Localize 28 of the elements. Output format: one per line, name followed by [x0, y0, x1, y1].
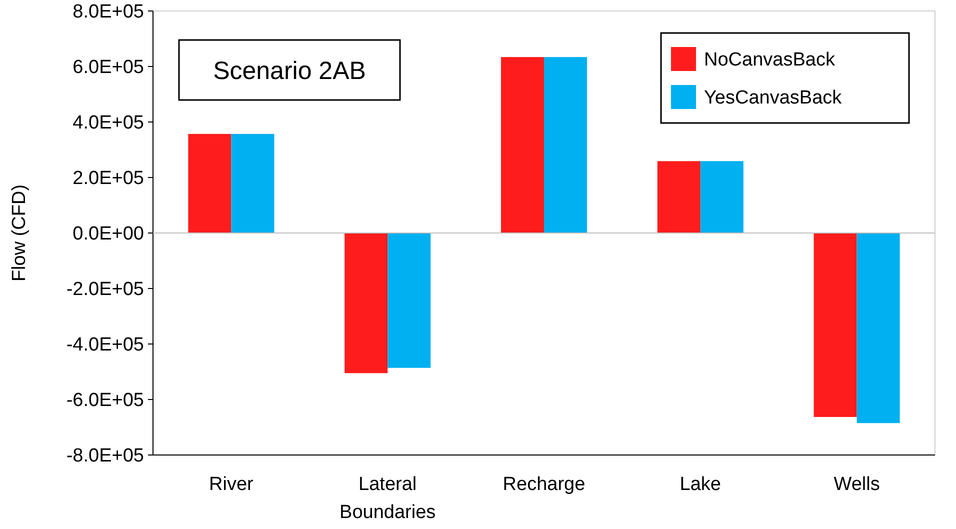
y-tick-label: -2.0E+05 — [66, 279, 144, 300]
y-tick-label: -6.0E+05 — [66, 390, 144, 412]
y-tick-label: -4.0E+05 — [66, 334, 144, 356]
x-tick-label: Recharge — [502, 474, 586, 495]
y-tick-label: 0.0E+00 — [72, 224, 144, 245]
bar — [814, 233, 857, 417]
bar — [856, 233, 900, 424]
bar — [188, 134, 232, 233]
bar — [344, 233, 388, 374]
y-tick-label: 8.0E+05 — [72, 2, 144, 23]
y-tick-label: 6.0E+05 — [72, 57, 144, 78]
legend-label: YesCanvasBack — [704, 88, 842, 109]
y-axis-title: Flow (CFD) — [9, 184, 30, 282]
bar — [544, 57, 588, 233]
text: Scenario 2AB — [213, 56, 366, 85]
bar — [500, 57, 544, 233]
x-tick-label: Lateral Boundaries — [340, 474, 436, 523]
bar — [388, 233, 431, 368]
x-tick-label: Wells — [834, 474, 880, 495]
y-tick-label: 4.0E+05 — [72, 112, 144, 134]
y-tick-label: -8.0E+05 — [66, 446, 144, 467]
x-tick-label: River — [209, 474, 254, 495]
bar — [700, 161, 744, 233]
y-tick-label: 2.0E+05 — [72, 168, 144, 190]
bar — [231, 134, 274, 233]
bar — [657, 161, 700, 233]
legend-label: NoCanvasBack — [704, 50, 836, 71]
x-tick-label: Lake — [680, 474, 721, 495]
